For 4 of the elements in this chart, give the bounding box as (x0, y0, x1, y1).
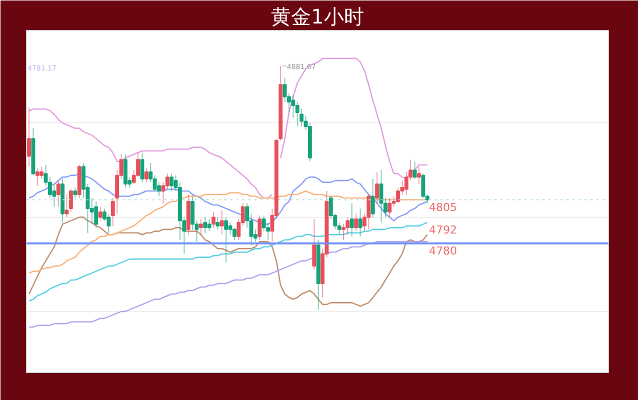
ref-line-label: 4805 (429, 200, 458, 214)
data-label: 4792 (429, 223, 458, 236)
chart-title: 黄金1小时 (271, 4, 364, 28)
ref-line-label: 4780 (429, 244, 458, 258)
